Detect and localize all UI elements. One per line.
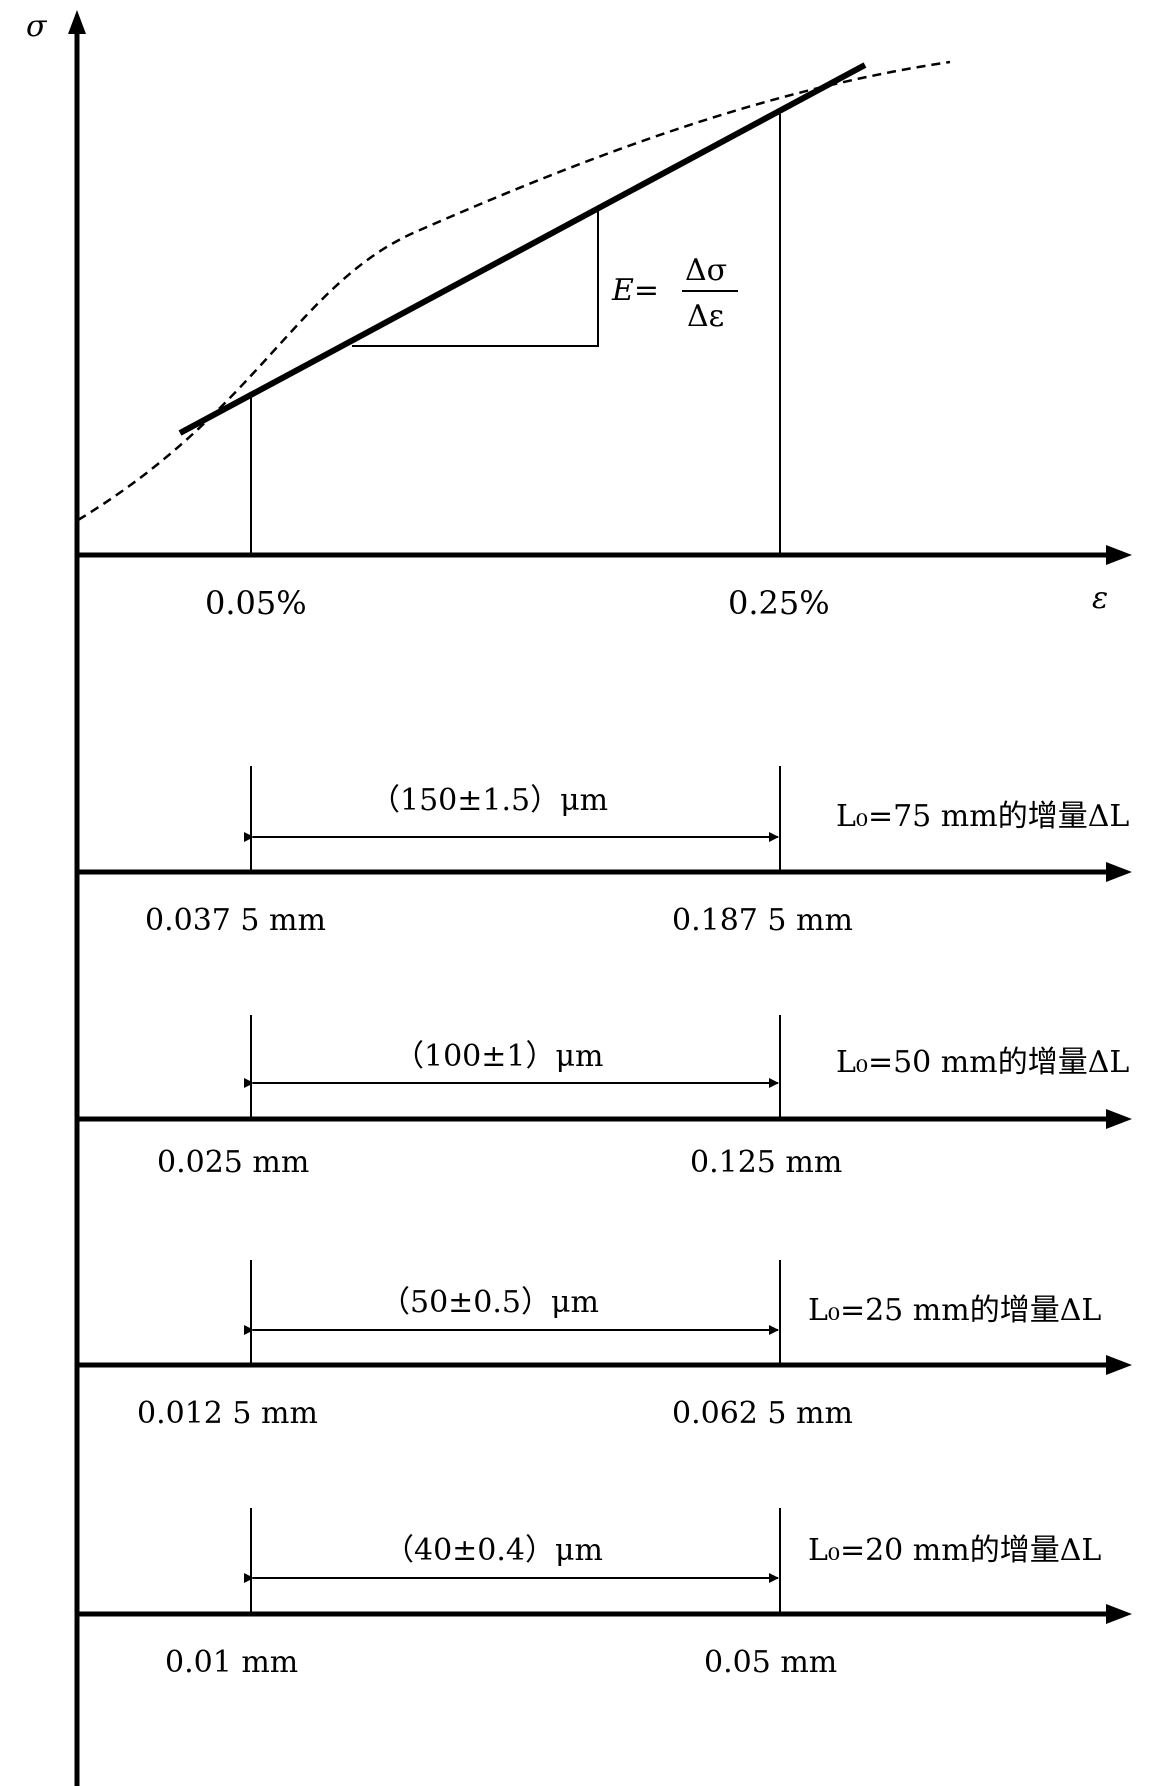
modulus-formula: E= Δσ Δε	[611, 253, 738, 334]
right-value: 0.187 5 mm	[672, 903, 853, 938]
formula-lhs: E=	[611, 273, 659, 308]
scale-right-label: L₀=20 mm的增量ΔL	[808, 1533, 1101, 1568]
right-value: 0.05 mm	[704, 1645, 837, 1680]
left-value: 0.012 5 mm	[137, 1396, 318, 1431]
formula-numerator: Δσ	[685, 253, 727, 288]
right-value: 0.062 5 mm	[672, 1396, 853, 1431]
secant-modulus-line	[178, 62, 867, 436]
left-value: 0.037 5 mm	[145, 903, 326, 938]
scale-right-label: L₀=25 mm的增量ΔL	[808, 1293, 1101, 1328]
scale-3: （50±0.5）μm L₀=25 mm的增量ΔL 0.012 5 mm 0.06…	[77, 1260, 1132, 1431]
formula-denominator: Δε	[687, 299, 724, 334]
scale-4: （40±0.4）μm L₀=20 mm的增量ΔL 0.01 mm 0.05 mm	[77, 1508, 1132, 1680]
left-value: 0.01 mm	[165, 1645, 298, 1680]
range-label: （40±0.4）μm	[384, 1533, 603, 1568]
scale-axis-arrowhead	[1106, 862, 1132, 882]
scale-axis-arrowhead	[1106, 1109, 1132, 1129]
scale-2: （100±1）μm L₀=50 mm的增量ΔL 0.025 mm 0.125 m…	[77, 1015, 1132, 1180]
scale-right-label: L₀=50 mm的增量ΔL	[836, 1045, 1129, 1080]
right-value: 0.125 mm	[690, 1145, 842, 1180]
range-label: （100±1）μm	[394, 1039, 603, 1074]
scale-axis-arrowhead	[1106, 1355, 1132, 1375]
sigma-axis-arrowhead	[68, 10, 86, 34]
epsilon-axis-arrowhead	[1106, 545, 1132, 565]
scale-right-label: L₀=75 mm的增量ΔL	[836, 799, 1129, 834]
epsilon-axis-label: ε	[1092, 581, 1108, 616]
slope-triangle	[352, 208, 599, 347]
scale-1: （150±1.5）μm L₀=75 mm的增量ΔL 0.037 5 mm 0.1…	[77, 766, 1132, 938]
range-label: （150±1.5）μm	[370, 783, 608, 818]
stress-strain-curve	[77, 60, 951, 522]
strain-mark-0.25: 0.25%	[728, 584, 830, 622]
sigma-axis-label: σ	[26, 9, 48, 44]
range-label: （50±0.5）μm	[380, 1285, 599, 1320]
left-value: 0.025 mm	[157, 1145, 309, 1180]
scale-axis-arrowhead	[1106, 1604, 1132, 1624]
strain-mark-0.05: 0.05%	[205, 584, 307, 622]
